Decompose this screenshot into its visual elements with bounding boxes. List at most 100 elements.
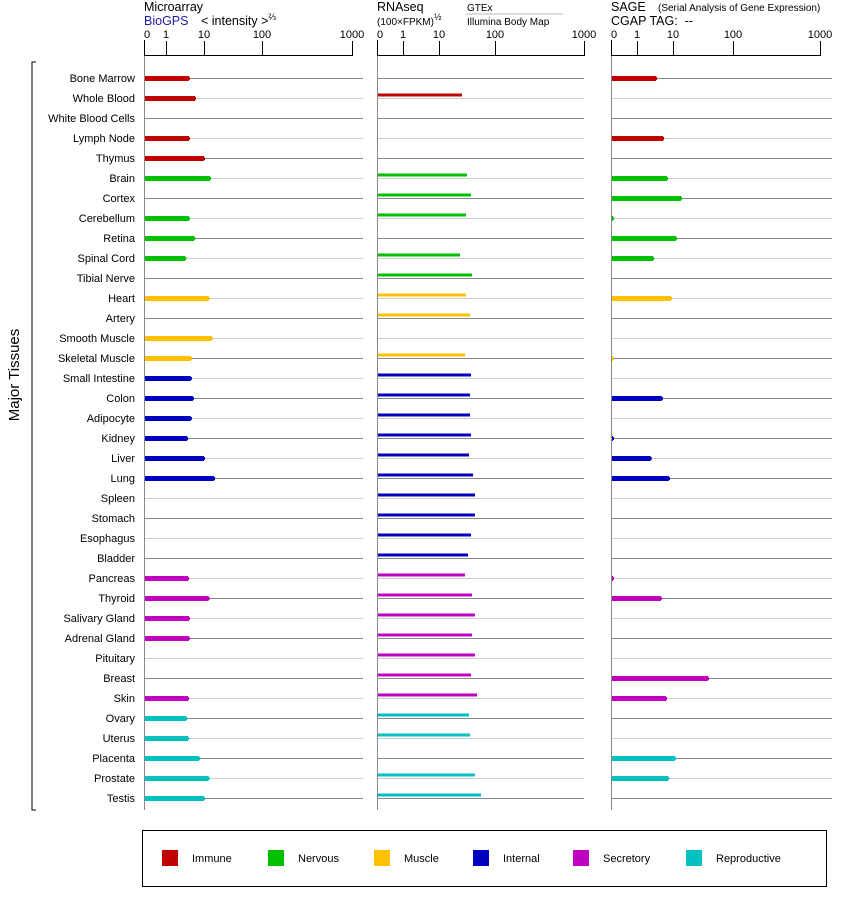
bar-sage [612, 676, 708, 681]
tissue-label: Liver [111, 453, 135, 465]
tissue-label: Spinal Cord [78, 253, 135, 265]
bar-sage [612, 176, 667, 181]
bar-cap [667, 777, 670, 780]
bar-cap [193, 237, 196, 240]
bar-rnaseq [378, 173, 467, 177]
illumina-body-map-link[interactable]: Illumina Body Map [467, 17, 550, 28]
y-axis-label: Major Tissues [6, 329, 23, 422]
tissue-label: Breast [103, 673, 135, 685]
biogps-link[interactable]: BioGPS [144, 14, 188, 28]
bar-cap [652, 257, 655, 260]
tissue-label: Retina [103, 233, 136, 245]
bar-cap [203, 157, 205, 160]
legend-label: Secretory [603, 853, 651, 865]
x-tick-label: 1000 [340, 29, 364, 41]
rnaseq-panel: 0 1 10 100 1000 [377, 29, 596, 810]
sage-title: SAGE [611, 0, 646, 14]
tissue-label: Uterus [103, 733, 136, 745]
bar-cap [210, 337, 213, 340]
bar-cap [187, 577, 190, 580]
legend-item-secretory: Secretory [573, 850, 651, 866]
bar-sage [612, 696, 667, 701]
legend-swatch [162, 850, 178, 866]
bar-cap [670, 297, 673, 300]
bar-cap [209, 177, 212, 180]
bar-rnaseq [378, 773, 475, 777]
bar-microarray [145, 216, 189, 221]
bar-rnaseq [378, 353, 465, 357]
tissue-label: Prostate [94, 773, 135, 785]
tissue-label: Pancreas [89, 573, 136, 585]
bar-microarray [145, 476, 215, 481]
legend-swatch [473, 850, 489, 866]
tissue-bracket [31, 61, 36, 811]
tissue-label: Spleen [101, 493, 135, 505]
x-tick-label: 1 [400, 29, 406, 41]
x-tick-label: 10 [667, 29, 679, 41]
bar-cap [187, 77, 190, 80]
bar-microarray [145, 436, 188, 441]
cgap-tag: CGAP TAG: -- [611, 14, 693, 28]
microarray-title: Microarray [144, 0, 204, 14]
bar-microarray [145, 716, 187, 721]
tissue-label: Heart [108, 293, 135, 305]
sage-subtitle: (Serial Analysis of Gene Expression) [658, 3, 820, 14]
bar-rnaseq [378, 633, 472, 637]
bar-sage [612, 776, 669, 781]
bar-cap [674, 757, 677, 760]
tissue-label: Kidney [101, 433, 135, 445]
bar-rnaseq [378, 693, 477, 697]
rnaseq-title: RNAseq [377, 0, 424, 14]
bar-rnaseq [378, 473, 474, 477]
bar-cap [189, 417, 192, 420]
x-tick-label: 10 [198, 29, 210, 41]
bar-rnaseq [378, 453, 469, 457]
bar-sage [612, 76, 657, 81]
bar-cap [612, 217, 614, 220]
bar-sage [612, 236, 676, 241]
tissue-label: Skin [114, 693, 135, 705]
bar-microarray [145, 636, 189, 641]
bar-rnaseq [378, 293, 466, 297]
x-tick-label: 1000 [808, 29, 832, 41]
bar-microarray [145, 696, 189, 701]
bar-microarray [145, 456, 204, 461]
bar-microarray [145, 356, 191, 361]
bar-rnaseq [378, 673, 472, 677]
bar-microarray [145, 76, 189, 81]
tissue-label: Skeletal Muscle [58, 353, 135, 365]
bar-sage [612, 396, 662, 401]
tissue-label: Thyroid [98, 593, 135, 605]
bar-cap [655, 77, 658, 80]
bar-cap [662, 137, 665, 140]
tissue-label: Adrenal Gland [65, 633, 135, 645]
x-tick-label: 1 [163, 29, 169, 41]
bar-cap [198, 757, 201, 760]
tissue-label: Placenta [92, 753, 136, 765]
bar-cap [187, 697, 190, 700]
bar-microarray [145, 256, 186, 261]
bar-rnaseq [378, 93, 462, 97]
gtex-link[interactable]: GTEx [467, 3, 493, 14]
bar-cap [187, 217, 190, 220]
bar-microarray [145, 296, 209, 301]
bar-cap [612, 357, 614, 360]
bar-rnaseq [378, 733, 471, 737]
bar-cap [667, 477, 670, 480]
tissue-label: Thymus [96, 153, 136, 165]
tissue-label: Esophagus [80, 533, 136, 545]
bar-microarray [145, 756, 200, 761]
bar-microarray [145, 336, 212, 341]
legend-label: Internal [503, 853, 540, 865]
bar-rnaseq [378, 593, 472, 597]
legend-box [142, 830, 827, 887]
bar-cap [189, 357, 192, 360]
tissue-label: Brain [109, 173, 135, 185]
bar-rnaseq [378, 713, 469, 717]
tissue-label: Bladder [97, 553, 135, 565]
bar-cap [660, 397, 663, 400]
legend-label: Muscle [404, 853, 439, 865]
bar-microarray [145, 136, 189, 141]
bar-rnaseq [378, 613, 475, 617]
x-tick-label: 100 [724, 29, 742, 41]
